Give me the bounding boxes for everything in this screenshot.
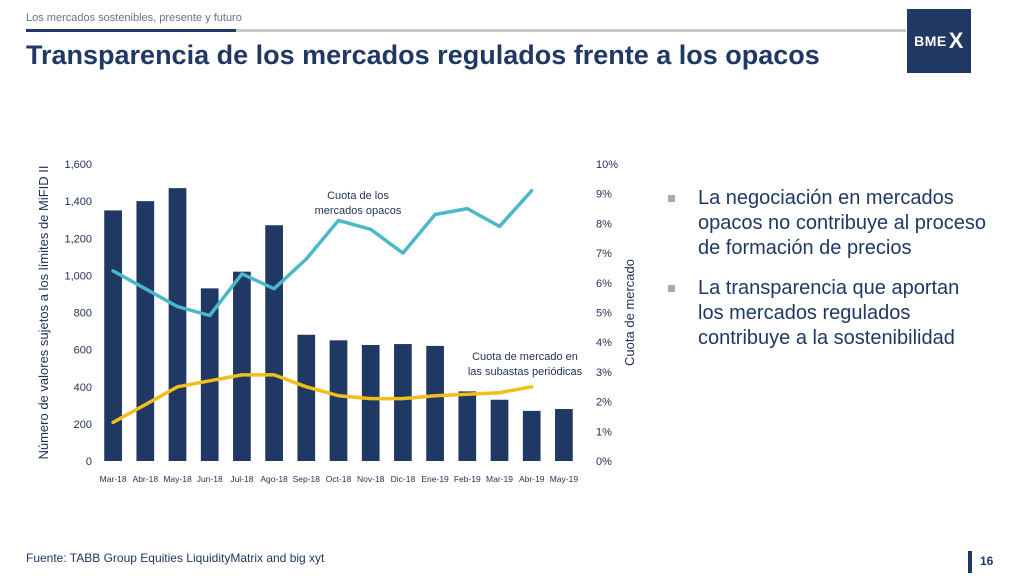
y2-tick-label: 4% (596, 337, 612, 349)
bar (522, 410, 541, 461)
opaque-share-line (111, 188, 534, 318)
x-tick-label: Ago-18 (260, 474, 288, 484)
x-tick-label: Ene-19 (421, 474, 449, 484)
source-note: Fuente: TABB Group Equities LiquidityMat… (26, 551, 325, 565)
annotation-opaque-line1: Cuota de los (327, 190, 389, 202)
bullet-list: La negociación en mercados opacos no con… (668, 186, 988, 366)
x-tick-label: Mar-18 (100, 474, 127, 484)
y-tick-label: 600 (74, 345, 92, 357)
bar (555, 409, 573, 461)
bar (200, 288, 219, 461)
y2-tick-label: 8% (596, 218, 612, 230)
x-tick-label: May-19 (550, 474, 579, 484)
y2-tick-label: 6% (596, 278, 612, 290)
bar (490, 399, 509, 461)
bar (265, 225, 283, 461)
y-tick-label: 200 (74, 419, 92, 431)
bar (394, 344, 412, 461)
x-tick-label: Mar-19 (486, 474, 513, 484)
y-tick-label: 1,200 (64, 233, 92, 245)
bullet-item: La transparencia que aportan los mercado… (668, 276, 988, 351)
page-marker (968, 551, 972, 573)
x-tick-label: Abr-19 (519, 474, 545, 484)
y2-tick-label: 3% (596, 367, 612, 379)
logo-mark: X (948, 28, 964, 53)
y2-tick-label: 5% (596, 308, 612, 320)
slide-title: Transparencia de los mercados regulados … (26, 40, 820, 70)
bullet-text: La negociación en mercados opacos no con… (698, 187, 986, 259)
bar (458, 391, 477, 461)
y2-tick-label: 2% (596, 397, 612, 409)
x-tick-label: Feb-19 (454, 474, 481, 484)
bullet-text: La transparencia que aportan los mercado… (698, 277, 960, 349)
bme-logo: BME X (907, 9, 971, 73)
y-tick-label: 1,000 (64, 270, 92, 282)
logo-text: BME (914, 33, 947, 49)
bar (168, 188, 187, 461)
page-number: 16 (980, 554, 994, 568)
y-tick-label: 1,600 (64, 159, 92, 171)
y-tick-label: 1,400 (64, 196, 92, 208)
y-tick-label: 800 (74, 308, 92, 320)
x-tick-label: Abr-18 (133, 474, 159, 484)
y2-tick-label: 10% (596, 159, 618, 171)
y-tick-label: 400 (74, 382, 92, 394)
y2-tick-label: 7% (596, 248, 612, 260)
bar (329, 340, 348, 461)
y-tick-label: 0 (86, 456, 92, 468)
header-rule-accent (26, 29, 236, 32)
bar (426, 345, 444, 461)
annotation-auction-line2: las subastas periódicas (468, 366, 583, 378)
bar (297, 334, 316, 461)
bar (136, 201, 155, 461)
auction-share-line (111, 373, 534, 425)
y2-tick-label: 1% (596, 426, 612, 438)
x-tick-label: Jun-18 (197, 474, 223, 484)
x-tick-label: Oct-18 (326, 474, 352, 484)
y2-tick-label: 0% (596, 456, 612, 468)
bar (233, 271, 251, 461)
bullet-item: La negociación en mercados opacos no con… (668, 186, 988, 261)
bar (361, 344, 380, 461)
y-axis-title: Número de valores sujetos a los límites … (36, 165, 51, 459)
x-tick-label: Jul-18 (230, 474, 253, 484)
x-tick-label: May-18 (163, 474, 192, 484)
x-tick-label: Nov-18 (357, 474, 385, 484)
x-tick-label: Sep-18 (293, 474, 321, 484)
annotation-opaque-line2: mercados opacos (315, 205, 402, 217)
bullet-square-icon (668, 285, 675, 292)
bullet-square-icon (668, 195, 675, 202)
y2-axis-title: Cuota de mercado (622, 259, 637, 366)
y2-tick-label: 9% (596, 189, 612, 201)
presentation-subtitle: Los mercados sostenibles, presente y fut… (26, 12, 242, 24)
x-tick-label: Dic-18 (391, 474, 416, 484)
header-rule (26, 29, 906, 32)
annotation-auction-line1: Cuota de mercado en (472, 351, 578, 363)
